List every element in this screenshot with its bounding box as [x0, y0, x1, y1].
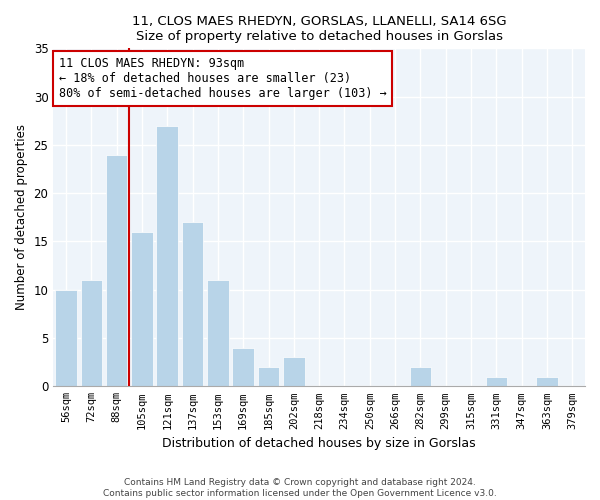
Bar	[55, 290, 77, 386]
Y-axis label: Number of detached properties: Number of detached properties	[15, 124, 28, 310]
Text: Contains HM Land Registry data © Crown copyright and database right 2024.
Contai: Contains HM Land Registry data © Crown c…	[103, 478, 497, 498]
Title: 11, CLOS MAES RHEDYN, GORSLAS, LLANELLI, SA14 6SG
Size of property relative to d: 11, CLOS MAES RHEDYN, GORSLAS, LLANELLI,…	[132, 15, 506, 43]
Bar	[106, 154, 127, 386]
Text: 11 CLOS MAES RHEDYN: 93sqm
← 18% of detached houses are smaller (23)
80% of semi: 11 CLOS MAES RHEDYN: 93sqm ← 18% of deta…	[59, 57, 386, 100]
Bar	[283, 358, 305, 386]
Bar	[131, 232, 152, 386]
Bar	[485, 376, 507, 386]
Bar	[207, 280, 229, 386]
Bar	[536, 376, 558, 386]
Bar	[80, 280, 102, 386]
Bar	[182, 222, 203, 386]
Bar	[232, 348, 254, 387]
Bar	[157, 126, 178, 386]
X-axis label: Distribution of detached houses by size in Gorslas: Distribution of detached houses by size …	[163, 437, 476, 450]
Bar	[258, 367, 279, 386]
Bar	[410, 367, 431, 386]
